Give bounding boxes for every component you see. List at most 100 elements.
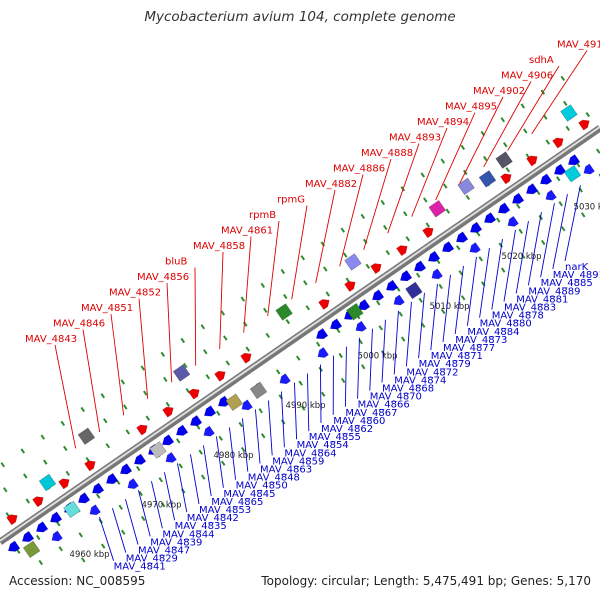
tick-dot [400, 336, 406, 342]
forward-gene-arrow [84, 460, 96, 472]
reverse-gene-arrow [51, 530, 63, 542]
reverse-gene-arrow [77, 492, 91, 504]
tick-dot [143, 390, 148, 396]
forward-gene-arrow [344, 281, 356, 292]
tick-dot [183, 362, 188, 369]
reverse-gene-label: narK [565, 262, 589, 273]
tick-dot [545, 139, 551, 145]
reverse-gene-label: MAV_4891 [553, 270, 600, 281]
scale-tick-label: 4960 kbp [70, 550, 110, 560]
tick-dot [243, 321, 248, 327]
forward-gene-label: MAV_4858 [193, 241, 245, 252]
tick-dot [500, 117, 506, 123]
feature-box [560, 104, 578, 122]
forward-leader-line [483, 81, 532, 168]
scale-tick-label: 4970 kbp [142, 501, 182, 511]
reverse-leader-line [241, 418, 249, 472]
reverse-gene-arrow [455, 231, 469, 243]
forward-gene-label: MAV_4906 [501, 71, 553, 82]
reverse-leader-line [454, 265, 464, 334]
forward-gene-arrow [188, 388, 200, 400]
feature-box [563, 164, 582, 183]
forward-gene-arrow [396, 245, 408, 257]
tick-dot [160, 351, 166, 357]
backbone-highlight [0, 125, 600, 542]
tick-dot [555, 176, 561, 182]
reverse-leader-line [357, 337, 360, 399]
tick-dot [405, 236, 411, 242]
tick-dot [125, 429, 131, 435]
tick-dot [518, 228, 523, 234]
reverse-gene-label: MAV_4844 [162, 529, 214, 540]
forward-leader-line [194, 267, 197, 366]
forward-leader-line [531, 50, 588, 135]
tick-dot [440, 308, 446, 315]
feature-box [495, 151, 513, 169]
feature-box [346, 302, 364, 321]
forward-gene-label: MAV_4894 [417, 117, 469, 128]
tick-dot [105, 443, 111, 449]
tick-dot [100, 393, 106, 399]
reverse-leader-line [280, 391, 285, 448]
forward-gene-label: MAV_4846 [53, 319, 105, 330]
reverse-gene-arrow [497, 202, 511, 214]
tick-dot [20, 448, 26, 454]
tick-dot [300, 255, 306, 261]
tick-dot [443, 183, 448, 189]
forward-gene-arrow [32, 496, 44, 508]
tick-dot [203, 349, 208, 355]
tick-dot [478, 256, 483, 262]
tick-dot [560, 226, 566, 232]
scale-tick-label: 5010 kbp [430, 302, 470, 312]
reverse-gene-label: MAV_4863 [260, 465, 312, 476]
tick-dot [540, 239, 546, 246]
tick-dot [258, 408, 263, 414]
reverse-gene-arrow [469, 221, 483, 233]
tick-dot [80, 406, 86, 413]
reverse-gene-arrow [89, 504, 101, 516]
tick-dot [503, 142, 508, 148]
reverse-leader-line [190, 454, 200, 505]
reverse-gene-label: MAV_4870 [370, 392, 422, 403]
reverse-gene-label: MAV_4848 [248, 473, 300, 484]
tick-dot [220, 460, 226, 466]
tick-dot [138, 490, 143, 497]
tick-dot [298, 380, 303, 386]
forward-leader-line [82, 329, 101, 432]
tick-dot [378, 325, 383, 331]
forward-gene-arrow [370, 263, 382, 275]
tick-dot [280, 268, 286, 275]
forward-gene-label: MAV_4882 [305, 179, 357, 190]
tick-dot [240, 446, 246, 453]
feature-box [478, 170, 497, 188]
tick-dot [178, 463, 183, 469]
forward-gene-label: MAV_4895 [445, 102, 497, 113]
feature-box [405, 281, 423, 300]
forward-leader-line [138, 298, 149, 399]
reverse-gene-label: MAV_4874 [394, 375, 446, 386]
reverse-gene-label: MAV_4872 [406, 367, 458, 378]
forward-gene-arrow [578, 119, 590, 131]
reverse-gene-label: MAV_4885 [541, 278, 593, 289]
tick-dot [23, 473, 28, 479]
tick-dot [118, 504, 123, 510]
tick-dot [265, 332, 271, 338]
reverse-gene-arrow [317, 347, 329, 358]
reverse-gene-arrow [545, 189, 557, 201]
reverse-leader-line [125, 499, 139, 545]
reverse-gene-arrow [431, 268, 443, 280]
reverse-leader-line [491, 238, 503, 310]
reverse-leader-line [442, 274, 451, 343]
tick-dot [520, 103, 526, 109]
tick-dot [315, 341, 321, 347]
reverse-leader-line [405, 301, 412, 367]
reverse-gene-label: MAV_4864 [284, 448, 336, 459]
reverse-gene-arrow [7, 540, 21, 552]
map-title: Mycobacterium avium 104, complete genome [144, 9, 456, 25]
reverse-gene-arrow [511, 192, 525, 204]
reverse-gene-arrow [203, 405, 217, 417]
forward-gene-label: MAV_4843 [25, 334, 77, 345]
tick-dot [240, 296, 246, 302]
reverse-gene-arrow [105, 472, 119, 485]
